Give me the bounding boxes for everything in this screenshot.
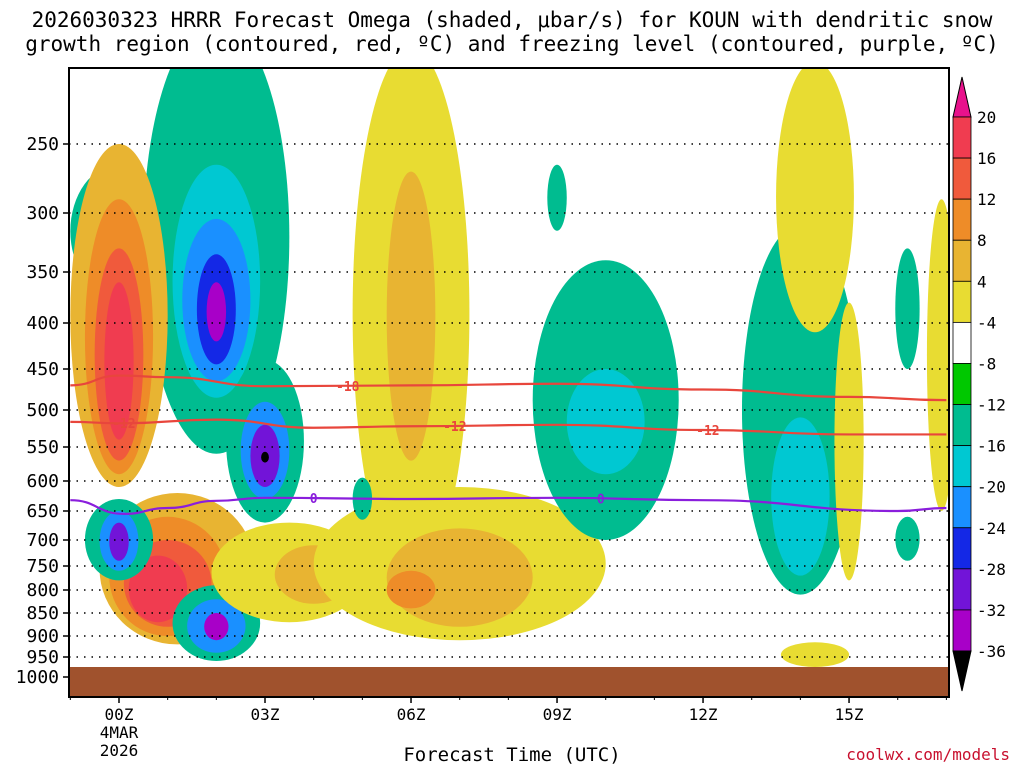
y-tick-label-1000: 1000 — [16, 667, 59, 688]
y-tick-label-850: 850 — [26, 603, 59, 624]
omega-shaded-region-9 — [261, 451, 269, 463]
contour-label-0: 0 — [597, 493, 605, 508]
contour-label--12: -12 — [443, 420, 466, 435]
omega-shaded-region-40 — [547, 164, 567, 231]
y-tick-label-300: 300 — [26, 203, 59, 224]
y-tick-label-400: 400 — [26, 313, 59, 334]
y-tick-label-500: 500 — [26, 400, 59, 421]
omega-shaded-region-17 — [128, 555, 188, 623]
contour-label--18: -18 — [336, 380, 360, 395]
y-tick-label-750: 750 — [26, 556, 59, 577]
colorbar-band — [952, 609, 972, 652]
y-tick-label-250: 250 — [26, 134, 59, 155]
omega-shaded-region-36 — [834, 302, 864, 581]
y-tick-label-800: 800 — [26, 580, 59, 601]
colorbar-label--28: -28 — [977, 560, 1006, 579]
x-tick-sublabel: 2026 — [100, 741, 139, 760]
colorbar-label--24: -24 — [977, 519, 1006, 538]
contour-line--18 — [70, 374, 947, 402]
omega-shaded-region-32 — [566, 369, 645, 475]
x-tick-label-09Z: 09Z — [543, 705, 572, 724]
colorbar-label-20: 20 — [977, 108, 996, 127]
omega-shaded-region-35 — [776, 68, 854, 333]
colorbar-label--32: -32 — [977, 601, 1006, 620]
omega-shaded-region-13 — [104, 282, 134, 440]
ground-terrain — [69, 667, 949, 697]
colorbar-lower-arrow — [952, 650, 972, 692]
colorbar-band — [952, 363, 972, 405]
omega-shaded-region-27 — [386, 171, 436, 461]
colorbar-band — [952, 239, 972, 282]
omega-shaded-region-38 — [895, 248, 920, 369]
y-tick-label-900: 900 — [26, 626, 59, 647]
contour-line--12 — [70, 418, 947, 436]
colorbar-label--16: -16 — [977, 437, 1006, 456]
colorbar-band — [952, 116, 972, 159]
plot-frame — [68, 67, 950, 698]
x-tick-label-00Z: 00Z — [105, 705, 134, 724]
y-tick-label-650: 650 — [26, 501, 59, 522]
colorbar-band — [952, 486, 972, 529]
colorbar-label--4: -4 — [977, 313, 996, 332]
omega-shaded-region-30 — [386, 570, 436, 609]
y-tick-label-450: 450 — [26, 359, 59, 380]
y-tick-label-700: 700 — [26, 530, 59, 551]
contour-label-0: 0 — [310, 492, 318, 507]
y-tick-label-600: 600 — [26, 471, 59, 492]
omega-shaded-region-42 — [926, 199, 949, 511]
colorbar-label--36: -36 — [977, 642, 1006, 661]
colorbar-band — [952, 527, 972, 570]
chart-title-line-2: growth region (contoured, red, ºC) and f… — [25, 32, 999, 56]
colorbar-upper-arrow — [952, 76, 972, 118]
colorbar-label-12: 12 — [977, 190, 996, 209]
chart-title-line-1: 2026030323 HRRR Forecast Omega (shaded, … — [31, 8, 993, 32]
omega-shaded-region-39 — [895, 516, 920, 561]
omega-shaded-region-34 — [771, 417, 830, 576]
source-credit: coolwx.com/models — [846, 745, 1010, 764]
omega-shaded-region-20 — [109, 522, 129, 561]
colorbar-label-8: 8 — [977, 231, 987, 250]
x-tick-label-15Z: 15Z — [835, 705, 864, 724]
y-tick-label-950: 950 — [26, 647, 59, 668]
colorbar-label--8: -8 — [977, 354, 996, 373]
x-axis-label: Forecast Time (UTC) — [403, 744, 621, 766]
x-tick-label-03Z: 03Z — [251, 705, 280, 724]
colorbar-band — [952, 568, 972, 611]
colorbar-band — [952, 445, 972, 488]
x-tick-label-12Z: 12Z — [689, 705, 718, 724]
colorbar-label--12: -12 — [977, 396, 1006, 415]
contour-label--12: -12 — [696, 424, 719, 439]
contour-line-0 — [70, 496, 947, 516]
colorbar-band — [952, 280, 972, 323]
colorbar-label-16: 16 — [977, 149, 996, 168]
colorbar-label-4: 4 — [977, 272, 987, 291]
y-tick-label-550: 550 — [26, 437, 59, 458]
colorbar-band — [952, 198, 972, 241]
colorbar-label--20: -20 — [977, 478, 1006, 497]
omega-shaded-region-37 — [780, 642, 850, 668]
y-tick-label-350: 350 — [26, 262, 59, 283]
x-tick-sublabel: 4MAR — [100, 723, 139, 742]
colorbar-band — [952, 321, 972, 364]
colorbar-band — [952, 157, 972, 200]
contour-label--12: -12 — [112, 417, 135, 432]
x-tick-label-06Z: 06Z — [397, 705, 426, 724]
omega-shaded-region-5 — [206, 282, 227, 342]
omega-shaded-region-23 — [204, 613, 229, 641]
colorbar-band — [952, 404, 972, 447]
